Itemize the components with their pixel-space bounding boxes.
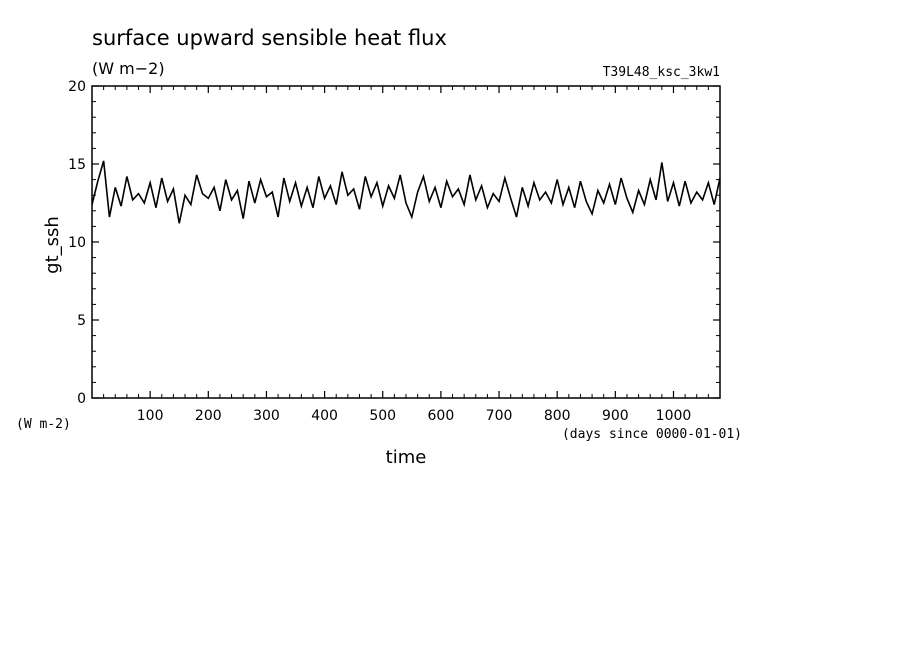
x-tick-label: 100 [137, 408, 164, 424]
x-tick-label: 800 [544, 408, 571, 424]
minor-ticks [92, 86, 721, 398]
y-tick-label: 5 [77, 313, 86, 329]
x-tick-labels: 100 200 300 400 500 600 700 800 900 1000 [137, 408, 692, 424]
series-line [91, 160, 721, 224]
y-axis-units: (W m-2) [16, 417, 71, 432]
major-ticks [92, 85, 720, 399]
x-tick-label: 1000 [656, 408, 692, 424]
run-label: T39L48_ksc_3kw1 [603, 65, 720, 80]
x-tick-label: 400 [311, 408, 338, 424]
x-axis-label: time [386, 447, 427, 468]
x-tick-label: 600 [428, 408, 455, 424]
y-tick-label: 20 [68, 79, 86, 95]
y-tick-label: 0 [77, 391, 86, 407]
x-tick-label: 700 [486, 408, 513, 424]
x-tick-label: 900 [602, 408, 629, 424]
chart-units: (W m−2) [92, 59, 165, 78]
x-axis-units: (days since 0000-01-01) [562, 427, 742, 442]
plot-frame [91, 85, 721, 399]
x-tick-label: 200 [195, 408, 222, 424]
x-tick-label: 300 [253, 408, 280, 424]
y-axis-label: gt_ssh [42, 216, 63, 274]
y-tick-label: 10 [68, 235, 86, 251]
y-tick-labels: 0 5 10 15 20 [68, 79, 86, 407]
x-tick-label: 500 [369, 408, 396, 424]
y-tick-label: 15 [68, 157, 86, 173]
chart-title: surface upward sensible heat flux [92, 26, 447, 50]
